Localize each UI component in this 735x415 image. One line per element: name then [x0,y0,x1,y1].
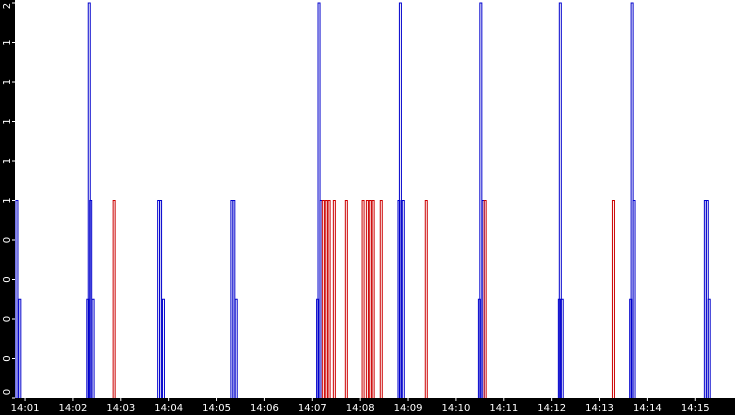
y-tick-label: 1 [2,118,13,124]
x-axis-bar [0,398,735,415]
x-tick-label: 14:13 [585,403,614,414]
x-tick-label: 14:14 [633,403,662,414]
spike [344,200,348,398]
y-tick-label: 0 [2,316,13,322]
x-tick-label: 14:12 [537,403,566,414]
x-tick-label: 14:10 [441,403,470,414]
spike [560,298,564,398]
spike [112,200,116,398]
spike [327,200,331,398]
spike [91,298,95,398]
x-tick-label: 14:15 [681,403,710,414]
x-tick-label: 14:04 [154,403,183,414]
spike [424,200,428,398]
x-tick-label: 14:03 [106,403,135,414]
y-tick-label: 1 [2,197,13,203]
y-tick-label: 1 [2,158,13,164]
spike [365,200,369,398]
spike [159,200,163,398]
y-tick-label: 0 [2,389,13,395]
y-axis-bar [0,0,15,415]
x-tick-label: 14:11 [489,403,518,414]
y-tick-label: 1 [2,39,13,45]
y-tick-label: 0 [2,355,13,361]
spike [483,200,487,398]
y-tick-label: 1 [2,79,13,85]
x-tick-label: 14:09 [394,403,423,414]
spike [707,298,711,398]
spike [611,200,615,398]
spike [558,2,562,398]
spike [379,200,383,398]
spike [18,298,22,398]
x-tick-label: 14:06 [250,403,279,414]
spike [15,200,19,398]
spike [368,200,372,398]
x-tick-label: 14:05 [202,403,231,414]
x-tick-label: 14:02 [59,403,88,414]
spike [632,200,636,398]
spike [324,200,328,398]
x-tick-label: 14:07 [298,403,327,414]
spike [234,298,238,398]
y-tick-label: 0 [2,276,13,282]
spike [361,200,365,398]
spike [401,200,405,398]
y-tick-label: 0 [2,237,13,243]
spike [161,298,165,398]
x-tick-label: 14:08 [346,403,375,414]
x-tick-label: 14:01 [11,403,40,414]
y-tick-label: 2 [2,3,13,9]
spike [398,2,402,398]
spike [332,200,336,398]
spike [371,200,375,398]
spike [321,200,325,398]
